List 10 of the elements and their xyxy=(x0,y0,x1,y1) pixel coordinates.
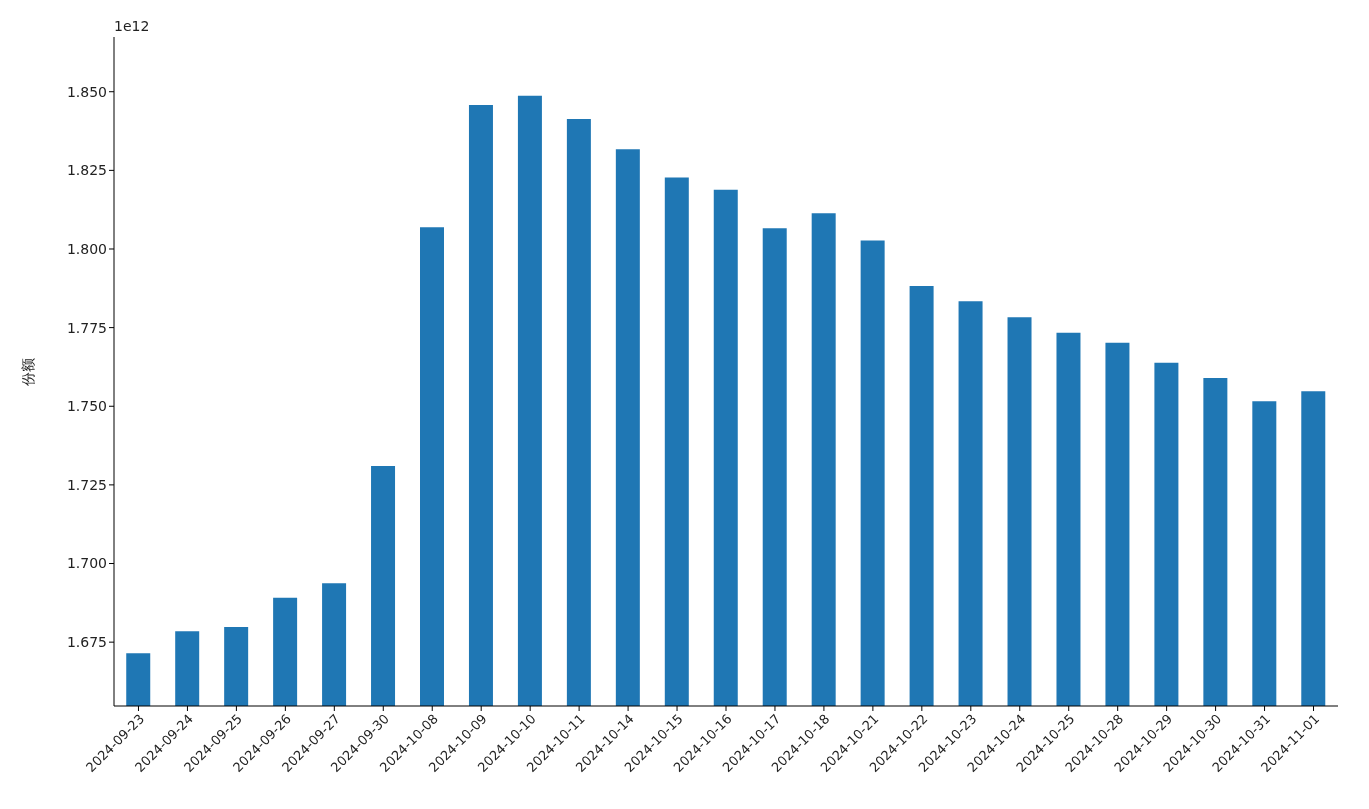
y-tick-label: 1.700 xyxy=(66,555,107,572)
y-tick-label: 1.750 xyxy=(66,398,107,415)
y-tick-label: 1.725 xyxy=(66,476,107,493)
y-tick-label: 1.775 xyxy=(66,319,107,336)
y-axis-title: 份额 xyxy=(19,357,36,386)
y-tick-label: 1.825 xyxy=(66,162,107,179)
text: 1e12 xyxy=(114,18,150,34)
y-tick-label: 1.850 xyxy=(66,83,107,100)
y-tick-label: 1.675 xyxy=(66,634,107,651)
y-tick-label: 1.800 xyxy=(66,240,107,257)
